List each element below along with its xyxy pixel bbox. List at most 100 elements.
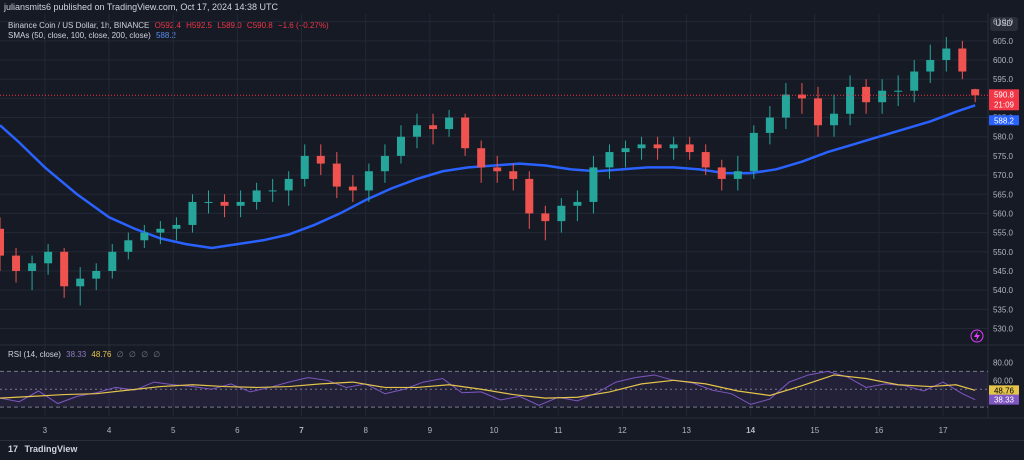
sma-legend[interactable]: SMAs (50, close, 100, close, 200, close)… xyxy=(8,31,179,40)
empty-value: ∅ xyxy=(153,350,161,359)
y-tick-label: 595.0 xyxy=(993,75,1014,84)
ohlc-high-label: H xyxy=(186,21,192,30)
rsi-legend[interactable]: RSI (14, close) 38.33 48.76 ∅ ∅ ∅ ∅ xyxy=(8,350,163,359)
symbol-title: Binance Coin / US Dollar, 1h, BINANCE xyxy=(8,21,150,30)
candle-body xyxy=(60,251,69,287)
x-tick-label: 14 xyxy=(746,426,755,435)
last-price-label: 590.8 xyxy=(994,90,1015,99)
last-price-badge xyxy=(989,89,1019,111)
candle-body xyxy=(429,125,438,130)
ohlc-close-label: C xyxy=(246,21,253,30)
y-tick-label: 535.0 xyxy=(993,305,1014,314)
ohlc-change: −1.6 (−0.27%) xyxy=(277,21,329,30)
ohlc-low-label: L xyxy=(217,21,222,30)
x-tick-label: 10 xyxy=(490,426,499,435)
empty-value: ∅ xyxy=(116,350,124,359)
publisher-credit: juliansmits6 published on TradingView.co… xyxy=(4,2,278,12)
tradingview-brand[interactable]: 17 TradingView xyxy=(8,444,77,454)
y-tick-label: 540.0 xyxy=(993,286,1014,295)
candle-body xyxy=(605,152,614,168)
x-tick-label: 4 xyxy=(107,426,112,435)
candle-body xyxy=(172,224,181,229)
candle-body xyxy=(268,190,277,192)
rsi-legend-value: 38.33 xyxy=(66,350,87,359)
candle-body xyxy=(252,190,261,202)
candle-body xyxy=(156,228,165,233)
rsi-badge-label: 38.33 xyxy=(994,396,1015,405)
candle-body xyxy=(669,144,678,149)
rsi-badge xyxy=(989,394,1019,405)
candle-body xyxy=(971,89,980,96)
candle-body xyxy=(781,94,790,118)
candle-body xyxy=(573,201,582,206)
symbol-legend[interactable]: Binance Coin / US Dollar, 1h, BINANCE O5… xyxy=(8,21,332,30)
candle-body xyxy=(797,94,806,99)
candle-body xyxy=(332,163,341,187)
y-tick-label: 530.0 xyxy=(993,324,1014,333)
y-tick-label: 565.0 xyxy=(993,190,1014,199)
candle-body xyxy=(124,240,133,252)
empty-value: ∅ xyxy=(128,350,136,359)
rsi-line xyxy=(0,370,976,406)
candle-body xyxy=(396,136,405,156)
candle-body xyxy=(717,167,726,179)
rsi-y-tick-label: 60.00 xyxy=(993,376,1014,385)
candle-body xyxy=(236,201,245,206)
candle-body xyxy=(765,117,774,133)
candle-body xyxy=(220,201,229,206)
candle-body xyxy=(894,90,903,92)
candle-body xyxy=(76,278,85,287)
x-tick-label: 16 xyxy=(874,426,883,435)
rsi-y-tick-label: 80.00 xyxy=(993,358,1014,367)
ohlc-open-label: O xyxy=(154,21,161,30)
x-tick-label: 13 xyxy=(682,426,691,435)
x-tick-label: 3 xyxy=(43,426,48,435)
sma-value: 588.2 xyxy=(155,31,176,40)
rsi-legend-label: RSI (14, close) xyxy=(8,350,61,359)
candle-body xyxy=(140,232,149,241)
candle-body xyxy=(188,201,197,225)
sma-price-label: 588.2 xyxy=(994,116,1015,125)
rsi-ma-badge-label: 48.76 xyxy=(994,386,1015,395)
candle-body xyxy=(701,152,710,168)
y-tick-label: 610.0 xyxy=(993,18,1014,27)
candle-body xyxy=(204,201,213,203)
ohlc-open: 592.4 xyxy=(160,21,181,30)
sma-label: SMAs (50, close, 100, close, 200, close) xyxy=(8,31,151,40)
y-tick-label: 605.0 xyxy=(993,37,1014,46)
candle-body xyxy=(364,171,373,191)
candle-body xyxy=(108,251,117,271)
x-tick-label: 8 xyxy=(363,426,368,435)
candle-body xyxy=(12,255,21,271)
rsi-ma-line xyxy=(0,374,976,399)
candle-body xyxy=(862,86,871,103)
candle-body xyxy=(28,263,37,271)
candle-body xyxy=(284,178,293,191)
x-tick-label: 12 xyxy=(618,426,627,435)
candle-body xyxy=(493,167,502,172)
candle-body xyxy=(316,155,325,164)
candle-body xyxy=(92,270,101,279)
y-tick-label: 580.0 xyxy=(993,133,1014,142)
candle-body xyxy=(461,117,470,149)
y-tick-label: 555.0 xyxy=(993,229,1014,238)
y-tick-label: 600.0 xyxy=(993,56,1014,65)
currency-button[interactable]: USD xyxy=(990,17,1018,31)
rsi-band-fill xyxy=(0,371,988,408)
candle-body xyxy=(653,144,662,149)
candle-body xyxy=(910,71,919,91)
brand-label: TradingView xyxy=(24,444,78,454)
ohlc-low: 589.0 xyxy=(221,21,242,30)
sma-price-badge xyxy=(989,115,1019,126)
rsi-ma-badge xyxy=(989,385,1019,396)
lightning-icon xyxy=(974,331,980,341)
candle-body xyxy=(300,155,309,179)
top-bar: juliansmits6 published on TradingView.co… xyxy=(0,0,1024,14)
candle-body xyxy=(348,186,357,191)
tradingview-logo-icon: 17 xyxy=(8,444,19,454)
lightning-icon xyxy=(970,329,984,343)
candle-body xyxy=(509,171,518,179)
x-tick-label: 6 xyxy=(235,426,240,435)
countdown-label: 21:09 xyxy=(994,100,1015,109)
